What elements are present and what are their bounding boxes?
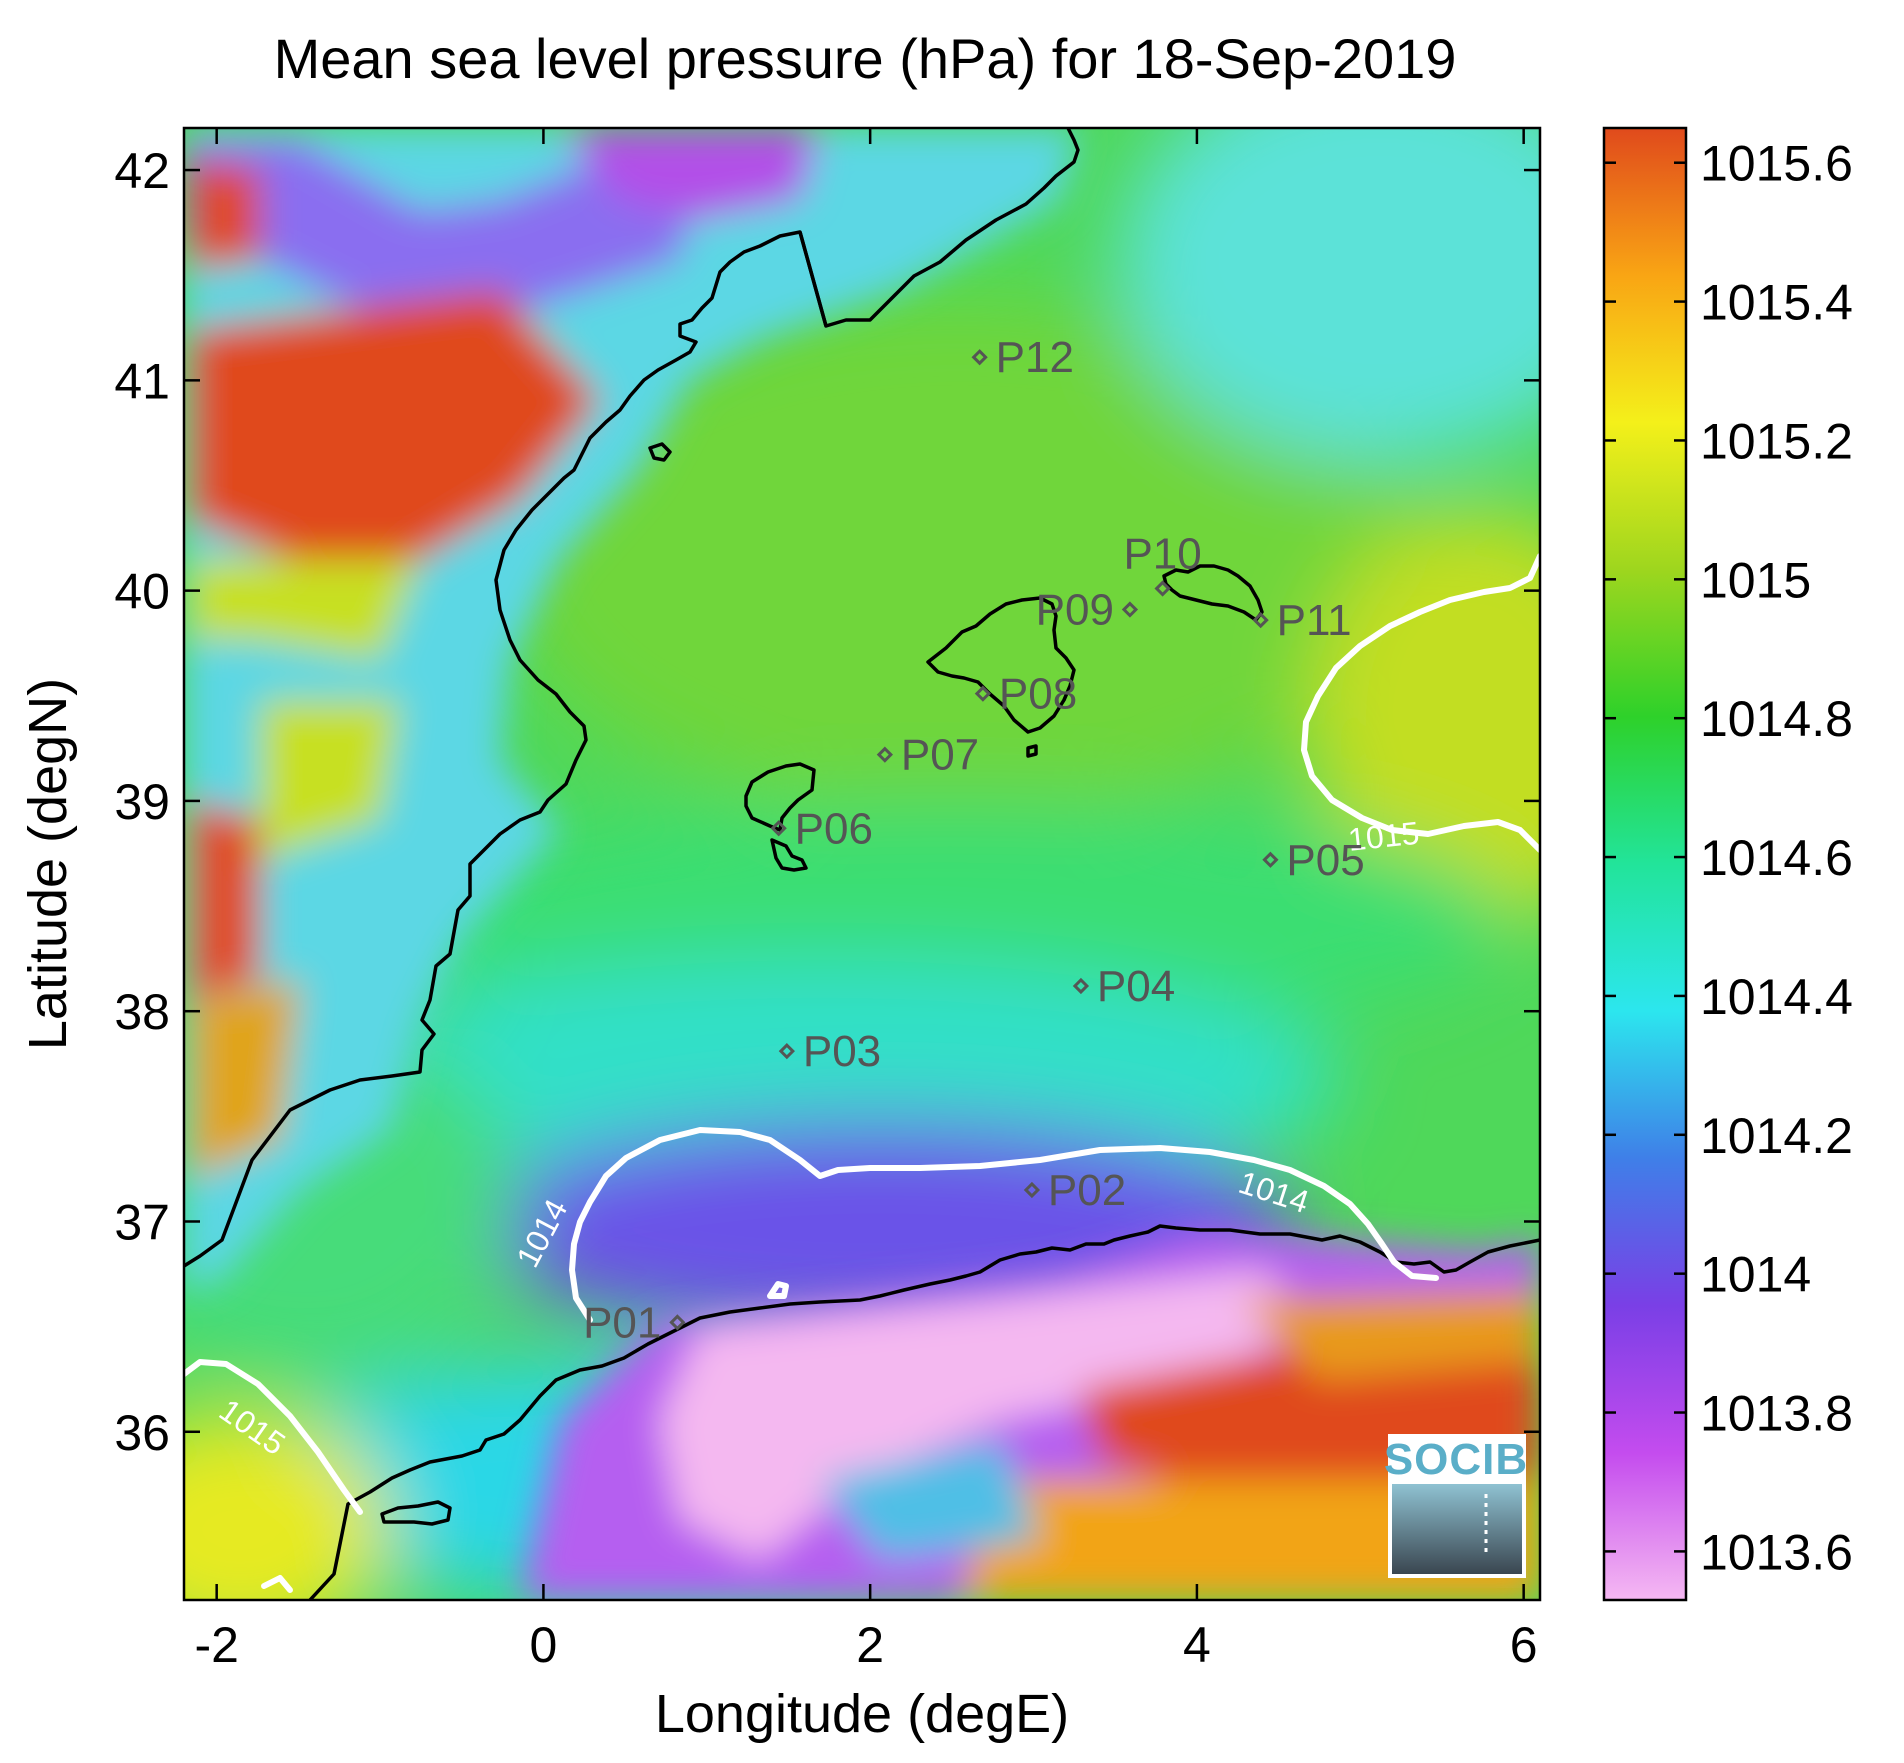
station-marker: [1154, 580, 1171, 597]
station-p01: P01: [583, 1298, 686, 1347]
station-label: P07: [901, 731, 979, 780]
y-tick-label: 37: [114, 1194, 170, 1250]
colorbar-tick-label: 1015.2: [1700, 413, 1853, 469]
station-p11: P11: [1252, 596, 1352, 645]
station-marker: [974, 685, 992, 702]
colorbar-tick-label: 1014.8: [1700, 691, 1853, 747]
station-marker: [1252, 611, 1269, 629]
socib-logo: SOCIB: [1384, 1434, 1528, 1578]
station-label: P08: [999, 670, 1077, 719]
colorbar-tick-label: 1015.6: [1700, 136, 1853, 192]
colorbar-tick-label: 1015: [1700, 552, 1811, 608]
contour-1015-sw-corner: [261, 1575, 293, 1593]
colorbar-tick-label: 1014: [1700, 1247, 1811, 1303]
station-p03: P03: [778, 1027, 881, 1076]
x-axis-title: Longitude (degE): [655, 1684, 1069, 1744]
island-cabrera: [1026, 744, 1038, 758]
colorbar-tick-label: 1014.6: [1700, 830, 1853, 886]
colorbar-gradient: [1602, 126, 1688, 1602]
coastline: [184, 128, 1540, 1600]
station-label: P11: [1277, 596, 1352, 645]
contour-1015-east: [1301, 553, 1540, 853]
station-label: P12: [996, 333, 1074, 382]
iberia-coast-north: [798, 231, 828, 327]
chart-title: Mean sea level pressure (hPa) for 18-Sep…: [274, 27, 1457, 90]
station-marker: [669, 1314, 686, 1331]
station-p05: P05: [1262, 836, 1365, 885]
station-marker: [1121, 601, 1139, 618]
station-p10: P10: [1123, 530, 1202, 597]
station-marker: [876, 746, 893, 763]
colorbar-ticks: 1013.6 1013.8 1014 1014.2 1014.4 1014.6 1014.8…: [1604, 136, 1853, 1580]
iberia-coast: [184, 128, 1080, 1268]
station-marker: [1072, 977, 1090, 995]
station-p12: P12: [971, 333, 1074, 382]
station-p06: P06: [770, 804, 873, 853]
contour-label: 1015: [1346, 815, 1421, 858]
station-p09: P09: [1036, 586, 1139, 635]
station-label: P05: [1286, 836, 1364, 885]
station-marker: [1023, 1181, 1041, 1199]
island-menorca: [1162, 564, 1264, 622]
x-tick-label: 6: [1510, 1617, 1538, 1673]
pressure-contours: [184, 553, 1540, 1593]
station-marker: [770, 820, 787, 837]
colorbar-tick-label: 1013.6: [1700, 1524, 1853, 1580]
station-label: P02: [1048, 1166, 1126, 1215]
x-tick-label: 0: [530, 1617, 558, 1673]
contour-1015-sw: [184, 1359, 363, 1515]
station-label: P03: [803, 1027, 881, 1076]
y-tick-label: 39: [114, 774, 170, 830]
island-alboran: [380, 1500, 452, 1526]
station-label: P09: [1036, 586, 1114, 635]
island-ibiza: [744, 762, 816, 832]
island-mallorca: [926, 596, 1076, 734]
contour-small-loop: [767, 1281, 789, 1299]
y-tick-label: 41: [114, 353, 170, 409]
colorbar-tick-label: 1014.2: [1700, 1108, 1853, 1164]
island-formentera: [770, 838, 808, 872]
station-p07: P07: [876, 731, 979, 780]
station-marker: [778, 1043, 795, 1060]
contour-1014: [569, 1127, 1439, 1323]
station-label: P06: [795, 804, 873, 853]
station-marker: [971, 349, 988, 366]
iberia-islet: [648, 442, 672, 462]
axes: -2 0 2 4 6 36 37 38 39 40 41 42: [114, 128, 1540, 1673]
colorbar-tick-label: 1015.4: [1700, 275, 1853, 331]
x-tick-label: 4: [1183, 1617, 1211, 1673]
x-tick-label: 2: [856, 1617, 884, 1673]
station-p02: P02: [1023, 1166, 1126, 1215]
colorbar-tick-label: 1013.8: [1700, 1386, 1853, 1442]
station-label: P01: [583, 1298, 661, 1347]
map-frame: [182, 126, 1542, 1602]
africa-coast: [308, 1224, 1540, 1600]
logo-text: SOCIB: [1384, 1435, 1528, 1484]
colorbar-tick-label: 1014.4: [1700, 969, 1853, 1025]
station-label: P04: [1097, 962, 1175, 1011]
colorbar: 1013.6 1013.8 1014 1014.2 1014.4 1014.6 1014.8…: [1602, 126, 1853, 1602]
y-tick-label: 38: [114, 984, 170, 1040]
pressure-field: [184, 128, 1540, 1600]
y-axis-title: Latitude (degN): [18, 678, 78, 1050]
y-tick-label: 42: [114, 143, 170, 199]
station-p08: P08: [974, 670, 1077, 719]
y-tick-label: 36: [114, 1405, 170, 1461]
station-label: P10: [1123, 530, 1201, 579]
station-p04: P04: [1072, 962, 1175, 1011]
x-tick-label: -2: [194, 1617, 238, 1673]
y-tick-label: 40: [114, 564, 170, 620]
station-marker: [1262, 851, 1279, 868]
